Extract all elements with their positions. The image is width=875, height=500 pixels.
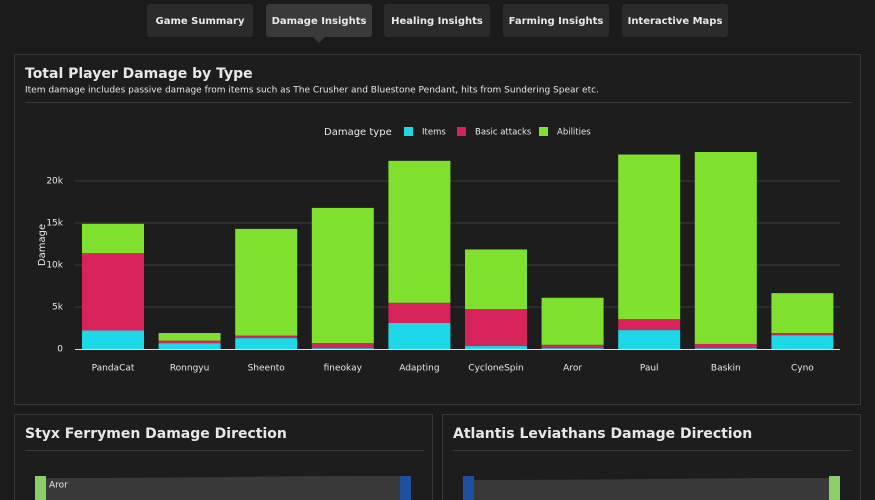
x-tick-label: Aror <box>563 364 582 374</box>
sankey-node <box>400 476 411 500</box>
bar-segment <box>388 160 451 303</box>
bar-segment <box>618 154 681 320</box>
x-tick-label: fineokay <box>324 364 363 374</box>
bar-segment <box>771 335 834 349</box>
x-tick-label: CycloneSpin <box>468 364 523 374</box>
legend-swatch <box>457 127 466 136</box>
bar-segment <box>618 330 681 349</box>
bar-segment <box>82 253 144 331</box>
legend-label: Items <box>422 128 446 138</box>
nav-tab[interactable] <box>622 4 728 37</box>
chart-subtitle: Item damage includes passive damage from… <box>25 86 599 96</box>
panel-title: Styx Ferrymen Damage Direction <box>25 426 287 442</box>
legend-label: Basic attacks <box>475 128 532 138</box>
nav-tab-label[interactable]: Farming Insights <box>509 16 604 27</box>
bar-segment <box>311 348 374 349</box>
bar-segment <box>311 343 374 349</box>
active-indicator <box>313 37 325 43</box>
y-tick-label: 0 <box>57 345 63 355</box>
bar-segment <box>694 343 757 349</box>
bar-segment <box>235 338 298 349</box>
chart-title: Total Player Damage by Type <box>25 66 253 82</box>
x-tick-label: Baskin <box>711 364 741 374</box>
sankey-link <box>474 478 829 500</box>
bar-segment <box>771 293 834 334</box>
nav-tab-label[interactable]: Healing Insights <box>391 16 483 27</box>
bar-segment <box>158 333 221 341</box>
bar-segment <box>388 322 451 349</box>
bar-segment <box>388 302 451 323</box>
y-axis-label: Damage <box>37 224 48 266</box>
x-tick-label: Adapting <box>399 364 439 374</box>
y-tick-label: 15k <box>46 219 63 229</box>
y-tick-label: 20k <box>46 177 63 187</box>
x-tick-label: Cyno <box>791 364 814 374</box>
nav-tab-label[interactable]: Interactive Maps <box>628 16 723 27</box>
legend-title: Damage type <box>324 127 392 138</box>
bar-segment <box>694 348 757 349</box>
panel-title: Atlantis Leviathans Damage Direction <box>453 426 752 442</box>
bar-segment <box>235 335 298 339</box>
y-tick-label: 10k <box>46 261 63 271</box>
nav-tab[interactable] <box>266 4 372 37</box>
bar-segment <box>771 333 834 336</box>
sankey-node <box>463 476 474 500</box>
bar-segment <box>235 228 298 336</box>
sankey-label: Aror <box>49 481 68 491</box>
x-tick-label: Ronngyu <box>170 364 210 374</box>
bar-segment <box>82 330 144 349</box>
bar-segment <box>465 309 527 347</box>
bar-segment <box>541 348 604 349</box>
bar-segment <box>541 297 604 345</box>
x-tick-label: Paul <box>640 364 659 374</box>
nav-tab[interactable] <box>384 4 490 37</box>
legend-label: Abilities <box>557 128 591 138</box>
legend-swatch <box>404 127 413 136</box>
bar-segment <box>541 344 604 349</box>
x-tick-label: Sheento <box>248 364 286 374</box>
y-tick-label: 5k <box>52 303 64 313</box>
sankey-node <box>35 476 46 500</box>
nav-tab[interactable] <box>503 4 609 37</box>
nav-tab-label[interactable]: Game Summary <box>156 16 245 27</box>
bar-segment <box>158 340 221 344</box>
x-tick-label: PandaCat <box>92 364 135 374</box>
nav-tab[interactable] <box>147 4 253 37</box>
nav-tab-label[interactable]: Damage Insights <box>272 16 367 27</box>
sankey-node <box>829 476 840 500</box>
bar-segment <box>694 152 757 344</box>
legend-swatch <box>539 127 548 136</box>
sankey-link <box>46 476 400 500</box>
bar-segment <box>465 346 527 349</box>
bar-segment <box>82 223 144 254</box>
bar-segment <box>465 249 527 310</box>
bar-segment <box>311 207 374 344</box>
nav-bar: Game Summary Damage Insights Healing Insig… <box>147 4 728 43</box>
bar-segment <box>618 319 681 331</box>
bar-segment <box>158 343 221 349</box>
